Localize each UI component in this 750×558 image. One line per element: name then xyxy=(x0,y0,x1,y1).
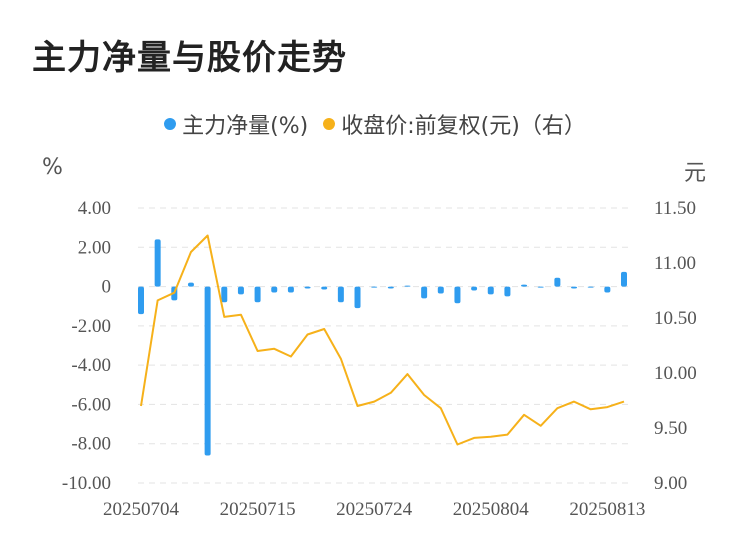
right-axis-unit: 元 xyxy=(684,161,707,186)
right-tick-label: 11.50 xyxy=(654,198,696,219)
left-tick-label: -8.00 xyxy=(71,434,111,455)
bar xyxy=(237,286,244,295)
bar xyxy=(187,282,194,287)
bar xyxy=(471,286,478,291)
x-tick-label: 20250813 xyxy=(569,499,645,520)
right-tick-label: 9.00 xyxy=(654,473,687,494)
bar xyxy=(271,286,278,293)
bar xyxy=(621,271,627,287)
price-line xyxy=(140,234,625,446)
bar xyxy=(554,277,561,287)
bar xyxy=(287,286,294,293)
x-tick-label: 20250804 xyxy=(453,499,530,520)
bar xyxy=(221,286,228,303)
bar xyxy=(371,286,378,288)
bar xyxy=(387,286,394,289)
left-tick-label: 2.00 xyxy=(78,237,111,258)
legend-item-line[interactable]: 收盘价:前复权(元)（右） xyxy=(323,108,586,140)
bar xyxy=(204,286,211,456)
right-tick-label: 11.00 xyxy=(654,253,696,274)
bar xyxy=(304,286,311,289)
left-axis-unit: % xyxy=(42,155,63,180)
legend-bar-label: 主力净量(%) xyxy=(182,114,309,139)
bar xyxy=(587,286,594,288)
right-tick-label: 10.50 xyxy=(654,308,697,329)
chart-title: 主力净量与股价走势 xyxy=(32,38,347,78)
bar xyxy=(521,284,528,287)
legend-bar-marker-icon xyxy=(164,118,177,130)
bar xyxy=(138,286,144,315)
x-tick-label: 20250724 xyxy=(336,499,413,520)
left-tick-label: -4.00 xyxy=(71,355,111,376)
right-tick-label: 10.00 xyxy=(654,363,697,384)
bar xyxy=(571,286,578,289)
bar xyxy=(154,239,161,287)
left-tick-label: -10.00 xyxy=(62,473,111,494)
bar xyxy=(254,286,261,303)
x-tick-label: 20250715 xyxy=(220,499,296,520)
right-tick-label: 9.50 xyxy=(654,418,687,439)
bar xyxy=(504,286,511,297)
left-tick-label: -6.00 xyxy=(71,394,111,415)
bar xyxy=(604,286,611,293)
bar xyxy=(354,286,361,309)
legend-line-marker-icon xyxy=(323,118,336,130)
left-tick-label: 0 xyxy=(102,277,112,298)
bar xyxy=(454,286,461,304)
legend-line-label: 收盘价:前复权(元)（右） xyxy=(341,114,586,139)
bar xyxy=(421,286,428,299)
x-tick-label: 20250704 xyxy=(103,499,180,520)
bar xyxy=(437,286,444,294)
bar xyxy=(337,286,344,303)
bar xyxy=(321,286,328,290)
left-tick-label: -2.00 xyxy=(71,316,111,337)
bar xyxy=(487,286,494,295)
legend-item-bar[interactable]: 主力净量(%) xyxy=(164,108,308,140)
bar xyxy=(404,285,411,287)
left-tick-label: 4.00 xyxy=(78,198,111,219)
legend: 主力净量(%) 收盘价:前复权(元)（右） xyxy=(0,108,750,140)
bar xyxy=(537,286,544,288)
